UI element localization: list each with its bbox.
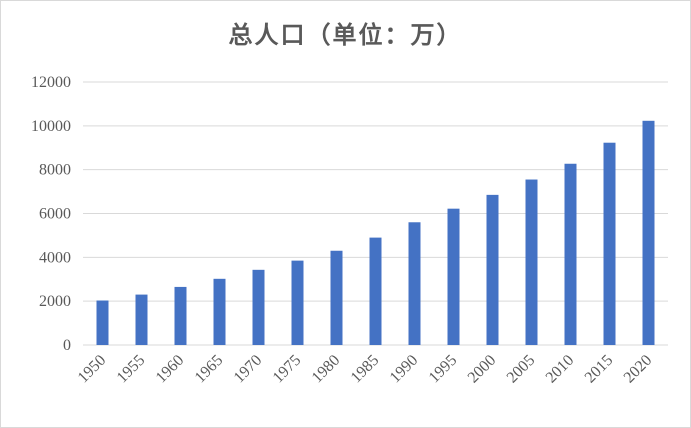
bar (174, 286, 187, 345)
y-tick-label: 8000 (39, 162, 71, 179)
bar (369, 237, 382, 345)
bars (96, 120, 655, 345)
y-tick-label: 2000 (39, 293, 71, 310)
y-tick-label: 12000 (31, 74, 71, 91)
bar (525, 179, 538, 345)
x-axis-ticks: 1950 1955 1960 1965 1970 1975 1980 1985 1990 1995… (75, 352, 656, 387)
x-tick-label: 1975 (270, 352, 305, 387)
bar (447, 208, 460, 345)
x-tick-label: 1985 (348, 352, 383, 387)
x-tick-label: 2010 (543, 352, 578, 387)
chart-title: 总人口（单位：万） (228, 21, 463, 49)
bar (486, 194, 499, 345)
x-tick-label: 1970 (231, 352, 266, 387)
bar (642, 120, 655, 345)
bar (135, 294, 148, 345)
bar (408, 222, 421, 345)
x-tick-label: 1980 (309, 352, 344, 387)
x-tick-label: 2015 (582, 352, 617, 387)
x-tick-label: 2005 (504, 352, 539, 387)
bar (564, 163, 577, 345)
x-tick-label: 2020 (621, 352, 656, 387)
y-tick-label: 4000 (39, 249, 71, 266)
bar (603, 142, 616, 345)
x-tick-label: 1955 (114, 352, 149, 387)
bar (213, 278, 226, 345)
x-tick-label: 1965 (192, 352, 227, 387)
y-tick-label: 10000 (31, 118, 71, 135)
x-tick-label: 1995 (426, 352, 461, 387)
bar (291, 260, 304, 345)
y-tick-label: 0 (63, 337, 71, 354)
x-tick-label: 2000 (465, 352, 500, 387)
bar (330, 250, 343, 345)
y-axis-ticks: 0 2000 4000 6000 8000 10000 12000 (31, 74, 71, 354)
y-tick-label: 6000 (39, 206, 71, 223)
x-tick-label: 1960 (153, 352, 188, 387)
x-tick-label: 1950 (75, 352, 110, 387)
bar (96, 300, 109, 345)
bar (252, 269, 265, 345)
x-tick-label: 1990 (387, 352, 422, 387)
